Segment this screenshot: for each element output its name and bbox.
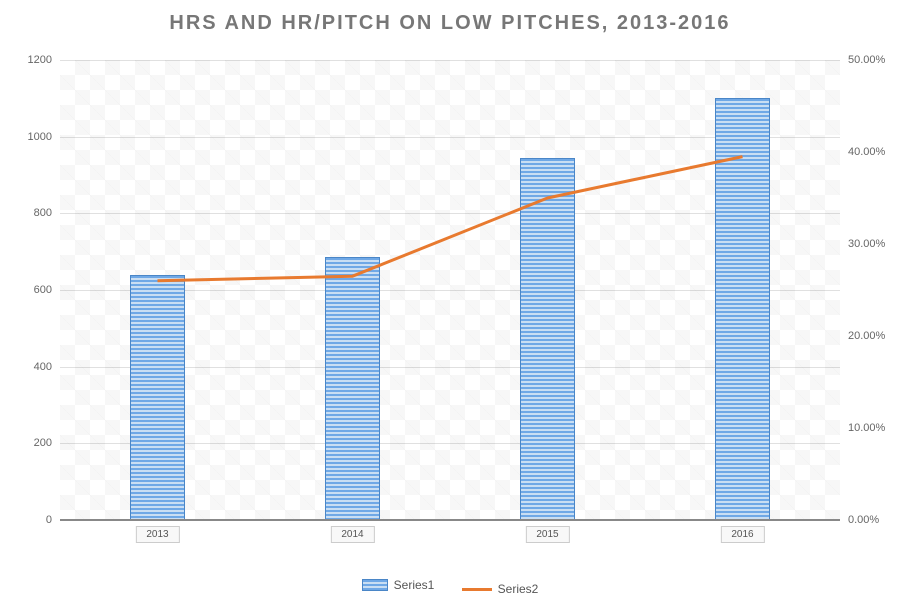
y-right-tick-label: 10.00% bbox=[840, 422, 885, 434]
x-tick-label: 2016 bbox=[720, 526, 764, 543]
x-tick-label: 2014 bbox=[330, 526, 374, 543]
x-tick-label: 2015 bbox=[525, 526, 569, 543]
y-right-tick-label: 30.00% bbox=[840, 238, 885, 250]
legend-series2-label: Series2 bbox=[498, 582, 539, 596]
legend-series1-label: Series1 bbox=[394, 578, 435, 592]
y-right-tick-label: 20.00% bbox=[840, 330, 885, 342]
y-left-tick-label: 1000 bbox=[28, 131, 60, 143]
x-axis-line bbox=[60, 519, 840, 521]
series2-line bbox=[60, 60, 840, 520]
legend-swatch-line bbox=[462, 588, 492, 591]
legend-series2: Series2 bbox=[462, 582, 539, 596]
y-left-tick-label: 400 bbox=[34, 361, 60, 373]
y-left-tick-label: 200 bbox=[34, 437, 60, 449]
y-right-tick-label: 0.00% bbox=[840, 514, 879, 526]
legend-swatch-bar bbox=[362, 579, 388, 591]
legend: Series1 Series2 bbox=[0, 578, 900, 597]
chart-container: HRS AND HR/PITCH ON LOW PITCHES, 2013-20… bbox=[0, 0, 900, 600]
y-left-tick-label: 800 bbox=[34, 207, 60, 219]
y-left-tick-label: 1200 bbox=[28, 54, 60, 66]
y-left-tick-label: 0 bbox=[46, 514, 60, 526]
chart-title: HRS AND HR/PITCH ON LOW PITCHES, 2013-20… bbox=[0, 12, 900, 35]
y-right-tick-label: 40.00% bbox=[840, 146, 885, 158]
x-tick-label: 2013 bbox=[135, 526, 179, 543]
y-left-tick-label: 600 bbox=[34, 284, 60, 296]
plot-area: 0200400600800100012000.00%10.00%20.00%30… bbox=[60, 60, 840, 520]
legend-series1: Series1 bbox=[362, 578, 435, 592]
y-right-tick-label: 50.00% bbox=[840, 54, 885, 66]
